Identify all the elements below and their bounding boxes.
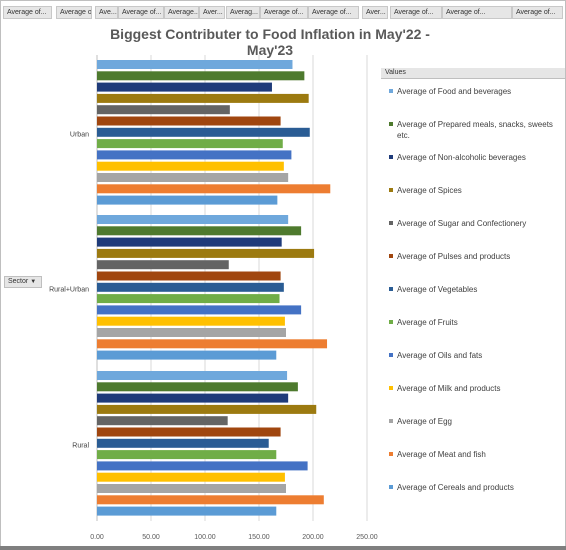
bottom-border xyxy=(0,546,566,550)
legend-swatch xyxy=(389,419,393,423)
dropdown-arrow-icon: ▼ xyxy=(30,279,37,285)
legend-label: Average of Spices xyxy=(397,186,462,195)
legend-swatch xyxy=(389,89,393,93)
legend-header: Values xyxy=(381,68,565,79)
field-button[interactable]: Average of... xyxy=(512,6,563,19)
legend-label: Average of Vegetables xyxy=(397,285,478,294)
field-button[interactable]: Average of... xyxy=(56,6,92,19)
field-button[interactable]: Aver... xyxy=(362,6,388,19)
field-button[interactable]: Average... xyxy=(164,6,199,19)
legend-swatch xyxy=(389,386,393,390)
legend-label: Average of Non-alcoholic beverages xyxy=(397,153,526,162)
chart-title: Biggest Contributer to Food Inflation in… xyxy=(110,26,430,58)
field-button[interactable]: Average of... xyxy=(3,6,52,19)
field-button[interactable]: Average of... xyxy=(260,6,308,19)
legend-swatch xyxy=(389,452,393,456)
legend-label: Average of Milk and products xyxy=(397,384,501,393)
field-button[interactable]: Averag... xyxy=(226,6,260,19)
legend-label: Average of Oils and fats xyxy=(397,351,483,360)
legend-swatch xyxy=(389,122,393,126)
legend-swatch xyxy=(389,353,393,357)
pivot-field-bar: Average of... Average of... Ave... Avera… xyxy=(3,6,563,19)
field-button[interactable]: Average of... xyxy=(390,6,442,19)
field-button[interactable]: Average of... xyxy=(308,6,359,19)
legend-label: Average of Pulses and products xyxy=(397,252,511,261)
legend-swatch xyxy=(389,287,393,291)
legend-label: Average of Fruits xyxy=(397,318,458,327)
legend-swatch xyxy=(389,485,393,489)
sector-filter-button[interactable]: Sector ▼ xyxy=(4,276,42,288)
legend-label: Average of Sugar and Confectionery xyxy=(397,219,527,228)
legend-label: Average of Prepared meals, snacks, sweet… xyxy=(397,120,553,140)
legend-swatch xyxy=(389,188,393,192)
field-button[interactable]: Aver... xyxy=(199,6,225,19)
legend-label: Average of Meat and fish xyxy=(397,450,486,459)
legend-label: Average of Egg xyxy=(397,417,453,426)
legend-swatch xyxy=(389,254,393,258)
legend-swatch xyxy=(389,320,393,324)
legend-label: Average of Cereals and products xyxy=(397,483,514,492)
field-button[interactable]: Average of... xyxy=(118,6,164,19)
legend-swatch xyxy=(389,155,393,159)
legend-label: Average of Food and beverages xyxy=(397,87,512,96)
legend-swatch xyxy=(389,221,393,225)
field-button[interactable]: Average of... xyxy=(442,6,512,19)
field-button[interactable]: Ave... xyxy=(95,6,118,19)
sector-filter-label: Sector xyxy=(8,278,29,285)
